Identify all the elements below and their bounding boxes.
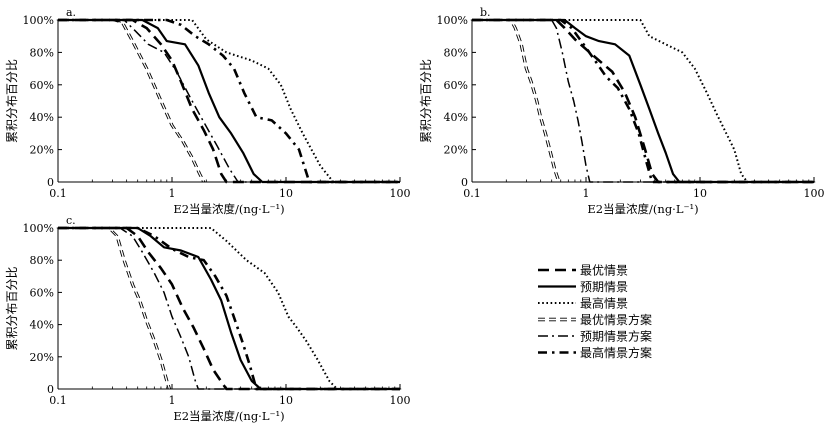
x-axis-label: E2当量浓度/(ng·L⁻¹): [173, 409, 284, 423]
y-axis-label: 累积分布百分比: [5, 266, 19, 350]
x-tick-label: 0.1: [49, 187, 67, 200]
series-line: [58, 19, 400, 183]
series-line: [472, 19, 814, 183]
x-tick-label: 1: [169, 394, 176, 407]
y-tick-label: 40%: [444, 111, 468, 124]
x-tick-label: 0.1: [463, 187, 481, 200]
y-tick-label: 0: [461, 176, 468, 189]
panel-label: a.: [66, 6, 76, 19]
series-line: [56, 227, 402, 390]
series-line: [58, 19, 400, 183]
y-tick-label: 100%: [437, 14, 468, 27]
legend-label: 最优情景: [580, 264, 628, 278]
panel-a: 0 20% 40% 60% 80% 100% 0.1 1 10 100 E2当量浓度/(ng·L⁻¹…: [5, 6, 411, 216]
legend-label: 最优情景方案: [580, 312, 652, 327]
y-tick-label: 100%: [23, 14, 54, 27]
series-line: [58, 18, 400, 184]
y-tick-label: 20%: [444, 144, 468, 157]
legend-label: 最高情景方案: [580, 345, 652, 360]
x-tick-label: 100: [390, 187, 411, 200]
series-line: [472, 18, 814, 184]
y-tick-label: 60%: [444, 79, 468, 92]
series-line: [58, 227, 400, 390]
panel-label: c.: [66, 214, 76, 227]
x-tick-label: 1: [583, 187, 590, 200]
series-line: [58, 226, 400, 391]
y-tick-label: 80%: [444, 46, 468, 59]
series-line: [56, 19, 402, 183]
y-tick-label: 80%: [30, 254, 54, 267]
y-tick-label: 100%: [23, 222, 54, 235]
series-line-stroke: [59, 227, 402, 390]
x-tick-label: 1: [169, 187, 176, 200]
panel-c: 0 20% 40% 60% 80% 100% 0.1 1 10 100 E2当量浓度/(ng·L⁻¹…: [5, 214, 411, 423]
series-line: [58, 226, 400, 391]
y-tick-label: 0: [47, 383, 54, 396]
y-tick-label: 20%: [30, 351, 54, 364]
y-tick-label: 60%: [30, 286, 54, 299]
series-line: [470, 19, 816, 183]
legend-label: 预期情景方案: [580, 329, 652, 344]
y-tick-label: 80%: [30, 46, 54, 59]
y-tick-label: 40%: [30, 319, 54, 332]
x-tick-label: 10: [279, 187, 293, 200]
y-tick-label: 0: [47, 176, 54, 189]
series-line: [58, 226, 400, 391]
series-line-stroke: [59, 19, 402, 183]
x-tick-label: 0.1: [49, 394, 67, 407]
series-line: [58, 227, 400, 390]
y-axis-label: 累积分布百分比: [5, 59, 19, 143]
panel-label: b.: [480, 6, 491, 19]
series-line: [58, 18, 400, 184]
panel-b: 0 20% 40% 60% 80% 100% 0.1 1 10 100 E2当量浓度/(ng·L⁻¹…: [419, 6, 825, 216]
y-tick-label: 20%: [30, 144, 54, 157]
x-tick-label: 100: [390, 394, 411, 407]
x-axis-label: E2当量浓度/(ng·L⁻¹): [587, 202, 698, 216]
series-line-stroke: [56, 227, 399, 390]
series-line: [58, 18, 400, 184]
series-line-stroke: [56, 19, 399, 183]
series-line: [472, 18, 814, 184]
y-tick-label: 60%: [30, 79, 54, 92]
legend-label: 预期情景: [580, 280, 628, 294]
y-tick-label: 40%: [30, 111, 54, 124]
x-tick-label: 100: [804, 187, 825, 200]
x-axis-label: E2当量浓度/(ng·L⁻¹): [173, 202, 284, 216]
series-line: [472, 19, 814, 183]
series-line: [472, 18, 814, 184]
x-tick-label: 10: [279, 394, 293, 407]
legend-label: 最高情景: [580, 296, 628, 311]
y-axis-label: 累积分布百分比: [419, 59, 433, 143]
series-line-stroke: [473, 19, 816, 183]
x-tick-label: 10: [693, 187, 707, 200]
series-line-stroke: [470, 19, 813, 183]
